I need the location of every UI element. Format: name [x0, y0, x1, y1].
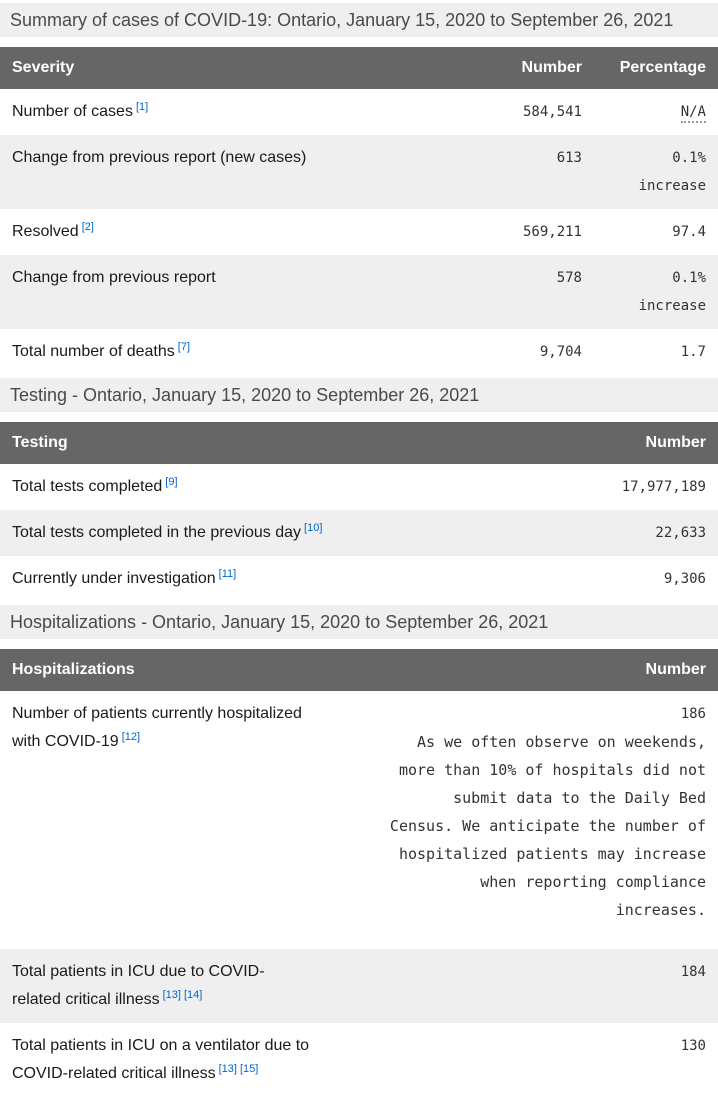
footnote-ref: [1] [136, 101, 148, 113]
testing-section-title: Testing - Ontario, January 15, 2020 to S… [0, 378, 718, 412]
footnote-link[interactable]: [11] [218, 567, 237, 580]
percentage-value: 0.1% increase [638, 270, 706, 314]
na-abbreviation[interactable]: N/A [680, 104, 706, 123]
footnote-link[interactable]: [2] [81, 220, 94, 233]
row-label-text: Total tests completed in the previous da… [12, 524, 302, 541]
summary-section-title: Summary of cases of COVID-19: Ontario, J… [0, 3, 718, 37]
number-value: 184 [680, 964, 706, 980]
row-label-text: Resolved [12, 223, 79, 240]
number-value: 569,211 [522, 224, 582, 240]
footnote-ref: [12] [122, 731, 140, 743]
number-value-with-note: 186 As we often observe on weekends, mor… [324, 691, 718, 949]
row-label: Currently under investigation [11] [0, 556, 518, 602]
footnote-ref: [14] [184, 989, 202, 1001]
row-label-text: Total number of deaths [12, 343, 175, 360]
number-value: 584,541 [522, 104, 582, 120]
number-value: 9,704 [539, 344, 582, 360]
footnote-link[interactable]: [13] [218, 1062, 237, 1075]
footnote-ref: [11] [219, 568, 237, 580]
column-header-hospitalizations: Hospitalizations [12, 661, 135, 678]
row-label: Resolved [2] [0, 209, 460, 255]
footnote-link[interactable]: [12] [121, 730, 141, 743]
testing-table-header-row: Testing Number [0, 422, 718, 464]
percentage-value: N/A [594, 89, 718, 135]
table-row: Total patients in ICU due to COVID-relat… [0, 949, 718, 1023]
column-header-testing: Testing [12, 434, 68, 451]
row-label: Total number of deaths [7] [0, 329, 460, 375]
row-label-text: Total patients in ICU due to COVID-relat… [12, 963, 265, 1008]
row-label-text: Change from previous report [12, 269, 216, 286]
footnote-ref: [13] [163, 989, 181, 1001]
number-value: 186 [680, 706, 706, 722]
footnote-ref: [15] [240, 1063, 258, 1075]
footnote-ref: [9] [165, 476, 177, 488]
footnote-link[interactable]: [1] [135, 100, 149, 113]
summary-table: Severity Number Percentage Number of cas… [0, 47, 718, 375]
row-label: Total tests completed in the previous da… [0, 510, 518, 556]
percentage-value: 97.4 [672, 224, 706, 240]
number-value: 578 [556, 270, 582, 286]
row-label: Number of cases [1] [0, 89, 460, 135]
table-row: Change from previous report 578 0.1% inc… [0, 255, 718, 329]
summary-table-header-row: Severity Number Percentage [0, 47, 718, 89]
table-row: Currently under investigation [11] 9,306 [0, 556, 718, 602]
percentage-value: 0.1% increase [638, 150, 706, 194]
table-row: Number of patients currently hospitalize… [0, 691, 718, 949]
table-row: Total tests completed in the previous da… [0, 510, 718, 556]
row-label-text: Number of patients currently hospitalize… [12, 705, 302, 750]
footnote-link[interactable]: [10] [304, 521, 323, 534]
hospitalizations-table: Hospitalizations Number Number of patien… [0, 649, 718, 1097]
table-row: Resolved [2] 569,211 97.4 [0, 209, 718, 255]
row-label: Change from previous report [0, 255, 460, 329]
table-row: Total patients in ICU on a ventilator du… [0, 1023, 718, 1097]
footnote-link[interactable]: [7] [177, 340, 190, 353]
number-value: 9,306 [663, 571, 706, 587]
column-header-percentage: Percentage [619, 59, 706, 76]
percentage-value: 1.7 [680, 344, 706, 360]
row-label: Change from previous report (new cases) [0, 135, 460, 209]
column-header-severity: Severity [12, 59, 75, 76]
footnote-link[interactable]: [14] [183, 988, 203, 1001]
footnote-link[interactable]: [9] [165, 475, 178, 488]
row-label: Number of patients currently hospitalize… [0, 691, 324, 949]
testing-table: Testing Number Total tests completed [9] … [0, 422, 718, 602]
number-value: 17,977,189 [621, 479, 706, 495]
hospitalizations-table-header-row: Hospitalizations Number [0, 649, 718, 691]
table-row: Number of cases [1] 584,541 N/A [0, 89, 718, 135]
row-label-text: Total patients in ICU on a ventilator du… [12, 1037, 310, 1082]
footnote-link[interactable]: [15] [239, 1062, 259, 1075]
row-label: Total patients in ICU due to COVID-relat… [0, 949, 324, 1023]
number-value: 22,633 [655, 525, 706, 541]
number-value: 613 [556, 150, 582, 166]
footnote-ref: [2] [82, 221, 94, 233]
footnote-ref: [7] [178, 341, 190, 353]
row-label-text: Total tests completed [12, 478, 163, 495]
hospitalizations-section-title: Hospitalizations - Ontario, January 15, … [0, 605, 718, 639]
row-label-text: Currently under investigation [12, 570, 216, 587]
row-label: Total tests completed [9] [0, 464, 518, 510]
footnote-ref: [13] [219, 1063, 237, 1075]
table-row: Change from previous report (new cases) … [0, 135, 718, 209]
footnote-ref: [10] [304, 522, 322, 534]
row-label-text: Change from previous report (new cases) [12, 149, 307, 166]
table-row: Total tests completed [9] 17,977,189 [0, 464, 718, 510]
number-value: 130 [680, 1038, 706, 1054]
reporting-compliance-note: As we often observe on weekends, more th… [389, 733, 706, 919]
row-label-text: Number of cases [12, 103, 133, 120]
table-row: Total number of deaths [7] 9,704 1.7 [0, 329, 718, 375]
footnote-link[interactable]: [13] [162, 988, 181, 1001]
column-header-number: Number [645, 661, 706, 678]
column-header-number: Number [521, 59, 582, 76]
row-label: Total patients in ICU on a ventilator du… [0, 1023, 324, 1097]
column-header-number: Number [645, 434, 706, 451]
